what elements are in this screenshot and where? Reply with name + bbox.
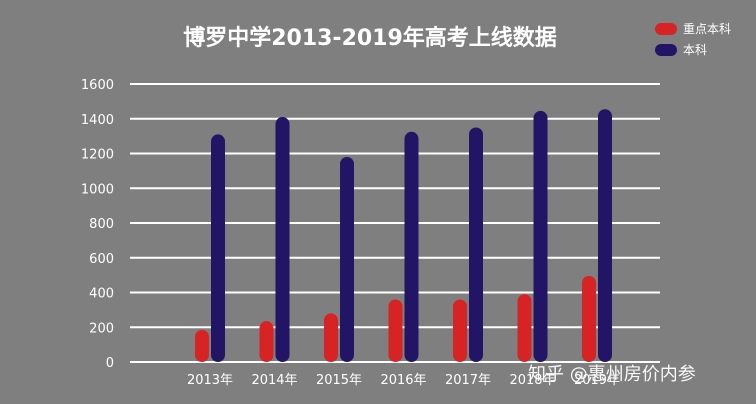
x-tick-label: 2013年 (187, 373, 233, 388)
watermark: 知乎 @惠州房价内参 (528, 364, 696, 385)
bar-undergrad (469, 127, 483, 362)
bar-undergrad (533, 110, 548, 363)
bar-undergrad (340, 156, 354, 362)
x-tick-label: 2018年 (509, 373, 555, 388)
legend-swatch (655, 43, 677, 56)
y-tick-label: 1000 (81, 182, 114, 197)
y-tick-label: 600 (89, 252, 114, 267)
x-tick-label: 2016年 (380, 373, 426, 388)
bar-undergrad (598, 109, 612, 362)
x-tick-label: 2019年 (574, 373, 620, 388)
y-tick-label: 0 (106, 356, 114, 371)
bar-key-undergrad (517, 294, 532, 362)
bar-undergrad (404, 131, 419, 362)
bar-undergrad (275, 117, 290, 362)
legend-swatch (655, 22, 677, 35)
y-tick-label: 1600 (81, 78, 114, 93)
legend-label: 本科 (683, 43, 708, 57)
legend-label: 重点本科 (683, 22, 732, 36)
legend: 重点本科 本科 (655, 20, 731, 62)
y-tick-label: 1400 (81, 113, 114, 128)
bar-key-undergrad (324, 313, 338, 362)
bar-key-undergrad (259, 321, 274, 362)
legend-item: 本科 (655, 41, 731, 58)
chart-title: 博罗中学2013-2019年高考上线数据 (183, 26, 557, 51)
bar-key-undergrad (582, 275, 596, 362)
y-tick-label: 200 (89, 321, 114, 336)
bar-key-undergrad (195, 329, 209, 362)
y-tick-label: 800 (89, 217, 114, 232)
bar-undergrad (211, 134, 225, 362)
bar-key-undergrad (453, 299, 467, 362)
x-tick-label: 2017年 (445, 373, 491, 388)
legend-item: 重点本科 (655, 20, 731, 37)
bar-key-undergrad (388, 299, 403, 362)
y-tick-label: 1200 (81, 148, 114, 163)
x-tick-label: 2014年 (251, 373, 297, 388)
y-tick-label: 400 (89, 287, 114, 302)
x-tick-label: 2015年 (316, 373, 362, 388)
